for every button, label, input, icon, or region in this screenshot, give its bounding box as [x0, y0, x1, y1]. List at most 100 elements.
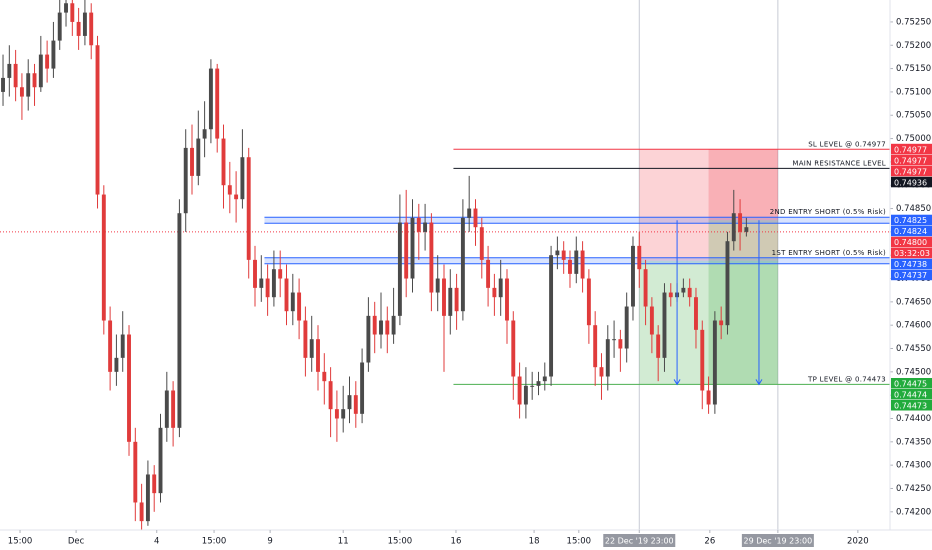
candle-body: [76, 21, 81, 36]
candle-body: [385, 320, 390, 335]
candle-body: [334, 409, 339, 419]
y-tick-label: 0.74400: [896, 414, 931, 424]
candle-body: [712, 320, 717, 405]
candle-body: [271, 269, 276, 298]
candle-body: [45, 54, 50, 69]
y-tick-label: 0.75150: [896, 64, 931, 74]
candle-body: [366, 315, 371, 363]
candle-body: [328, 381, 333, 410]
candle-body: [404, 222, 409, 279]
x-tick-label: 16: [451, 537, 462, 547]
candle-body: [322, 371, 327, 382]
candle-body: [246, 157, 251, 260]
price-tag-label: 0.74977: [894, 145, 927, 154]
price-tag: [891, 236, 932, 248]
candle-body: [114, 357, 119, 372]
candle-body: [410, 217, 415, 279]
candle-body: [429, 222, 434, 293]
candle-body: [265, 278, 270, 298]
countdown-tag: [891, 247, 932, 259]
candle-body: [309, 339, 314, 358]
price-tag: [891, 400, 932, 411]
x-tick-label: 15:00: [202, 537, 227, 547]
y-tick-label: 0.74350: [896, 437, 931, 447]
x-tick-label: 18: [529, 537, 540, 547]
x-tick-label: 26: [704, 537, 715, 547]
candle-body: [700, 329, 705, 391]
candle-body: [208, 68, 213, 130]
candle-body: [486, 259, 491, 288]
x-tick-label: 22 Dec '19 23:00: [605, 537, 674, 546]
x-tick-label: 15:00: [567, 537, 592, 547]
candle-body: [442, 278, 446, 316]
candle-body: [196, 138, 201, 176]
candle-body: [164, 390, 169, 428]
candle-body: [82, 12, 87, 36]
candle-body: [353, 395, 358, 414]
candle-body: [215, 68, 220, 139]
level-label: TP LEVEL @ 0.74473: [807, 375, 886, 383]
y-tick-label: 0.74600: [896, 321, 931, 331]
level-label: 1ST ENTRY SHORT (0.5% Risk): [772, 249, 886, 257]
candle-body: [297, 292, 302, 321]
candle-body: [253, 259, 257, 288]
price-tag: [891, 176, 932, 188]
candle-body: [599, 367, 604, 377]
candle-body: [416, 217, 421, 232]
price-tag-label: 0.74977: [894, 167, 927, 176]
candle-body: [183, 147, 188, 214]
candle-body: [19, 87, 24, 97]
candle-body: [435, 278, 440, 293]
candle-body: [259, 278, 264, 288]
price-tag: [891, 389, 932, 400]
price-tag-label: 0.74825: [894, 216, 927, 225]
candle-body: [347, 395, 352, 410]
price-tag: [891, 225, 932, 237]
price-tag-label: 0.74473: [894, 402, 927, 411]
candle-body: [240, 157, 245, 200]
candle-body: [530, 385, 535, 387]
arrow-head: [673, 379, 681, 386]
candle-body: [64, 3, 68, 13]
candle-body: [681, 287, 686, 293]
price-tag-label: 0.74475: [894, 380, 927, 389]
x-tick-label: 15:00: [388, 537, 413, 547]
candle-body: [719, 320, 724, 326]
candle-body: [624, 306, 629, 349]
price-tag-label: 0.74738: [894, 260, 927, 269]
candle-body: [517, 376, 522, 405]
y-tick-label: 0.75250: [896, 17, 931, 27]
x-tick-label: Dec: [68, 537, 85, 547]
candle-body: [498, 278, 503, 298]
y-tick-label: 0.75050: [896, 111, 931, 121]
candle-body: [479, 227, 484, 260]
candle-body: [574, 250, 579, 274]
candle-body: [303, 320, 308, 358]
price-tag-label: 0.74936: [894, 178, 927, 187]
y-tick-label: 0.74500: [896, 367, 931, 377]
candle-body: [177, 213, 182, 428]
candle-body: [473, 208, 478, 228]
price-tag: [891, 165, 932, 177]
candle-body: [549, 255, 554, 377]
stop-zone: [639, 149, 778, 261]
candle-body: [568, 259, 572, 274]
candle-body: [448, 287, 453, 316]
candle-body: [618, 339, 623, 349]
candle-body: [555, 250, 560, 256]
candle-body: [152, 474, 157, 494]
y-tick-label: 0.74850: [896, 204, 931, 214]
candle-body: [668, 292, 673, 298]
candle-body: [133, 441, 138, 503]
candle-body: [593, 325, 598, 368]
price-tag: [891, 378, 932, 389]
price-tag: [891, 143, 932, 155]
candle-body: [656, 334, 661, 358]
price-tag-label: 0.74800: [894, 238, 927, 247]
candle-body: [731, 213, 736, 242]
price-tag-label: 0.74737: [894, 271, 927, 280]
candle-body: [127, 334, 131, 442]
y-tick-label: 0.75200: [896, 41, 931, 51]
price-tag: [891, 214, 932, 226]
